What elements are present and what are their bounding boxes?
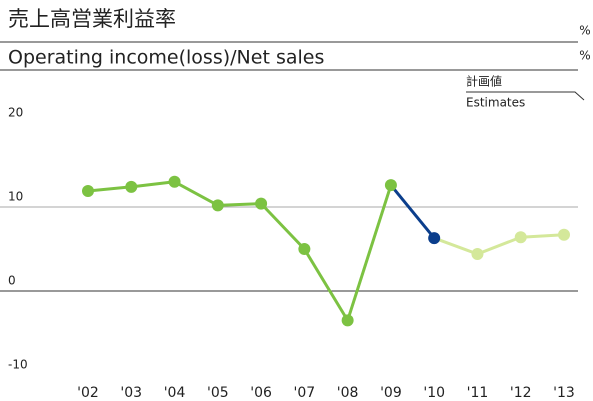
y-tick-label: 0 <box>8 274 16 288</box>
annotation-en: Estimates <box>466 96 525 110</box>
point <box>82 185 94 198</box>
unit-label: % <box>579 49 590 63</box>
line-segment <box>260 202 306 251</box>
x-tick-label: '04 <box>164 385 186 401</box>
line-segment <box>173 180 219 207</box>
annotation-ja: 計画値 <box>466 74 502 89</box>
line-segment <box>433 236 478 256</box>
chart-subtitle: Operating income(loss)/Net sales <box>8 47 324 69</box>
y-tick-label: -10 <box>8 358 28 372</box>
point <box>514 231 527 244</box>
line-segment <box>476 235 522 256</box>
x-tick-label: '12 <box>510 385 532 401</box>
point <box>255 197 268 210</box>
x-tick-label: '03 <box>120 385 142 401</box>
point <box>341 314 354 327</box>
x-tick-label: '06 <box>250 385 272 401</box>
line-segment <box>303 248 349 322</box>
line-segment <box>217 202 262 207</box>
x-tick-label: '02 <box>77 385 99 401</box>
point <box>125 180 138 193</box>
line-segment <box>520 233 565 239</box>
point <box>168 175 181 188</box>
point <box>384 179 397 192</box>
line-segment <box>87 185 132 193</box>
annotation-leader <box>466 91 585 101</box>
line-segment <box>131 180 175 189</box>
y-tick-label: 10 <box>8 190 23 204</box>
point <box>558 228 570 241</box>
x-tick-label: '07 <box>294 385 316 401</box>
x-tick-label: '10 <box>423 385 445 401</box>
x-tick-label: '09 <box>380 385 402 401</box>
line-segment <box>389 184 436 240</box>
x-tick-label: '05 <box>207 385 229 401</box>
x-tick-label: '11 <box>467 385 489 401</box>
y-tick-label: 20 <box>8 106 23 120</box>
point <box>298 243 311 255</box>
point <box>211 199 224 212</box>
point <box>428 232 441 245</box>
x-tick-label: '08 <box>337 385 359 401</box>
chart-title: 売上高営業利益率 <box>8 7 176 31</box>
x-tick-label: '13 <box>553 385 575 401</box>
unit-label: % <box>579 24 590 38</box>
point <box>471 248 484 261</box>
line-segment <box>346 184 393 321</box>
